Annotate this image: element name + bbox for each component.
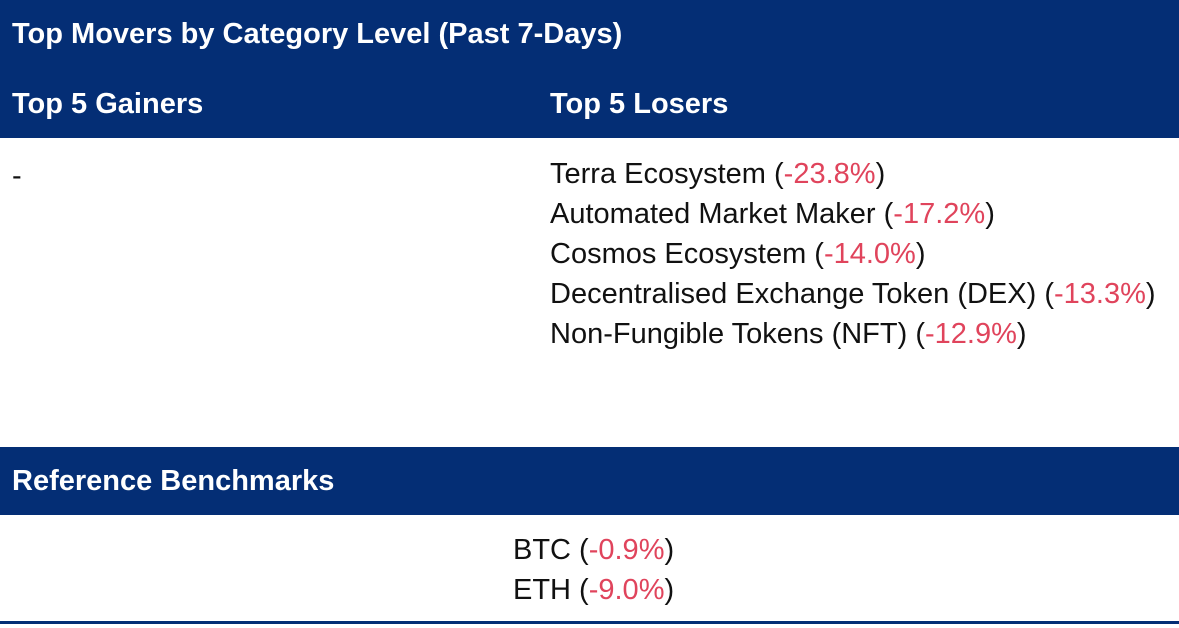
percent-change: -9.0% [588,574,665,606]
percent-change: -14.0% [823,238,916,270]
category-name: Terra Ecosystem [550,158,766,190]
list-item: Decentralised Exchange Token (DEX) (-13.… [550,278,1156,310]
list-item: Terra Ecosystem (-23.8%) [550,158,886,190]
percent-change: -12.9% [924,318,1017,350]
percent-change: -17.2% [893,198,986,230]
list-item: BTC (-0.9%) [513,534,675,566]
percent-change: -13.3% [1054,278,1146,310]
losers-column-header: Top 5 Losers [550,88,729,120]
list-item: Cosmos Ecosystem (-14.0%) [550,238,926,270]
percent-change: -23.8% [783,158,876,190]
benchmarks-title: Reference Benchmarks [12,465,335,497]
gainers-empty-placeholder: - [12,160,22,192]
percent-change: -0.9% [588,534,665,566]
category-name: Non-Fungible Tokens (NFT) [550,318,908,350]
gainers-column-header: Top 5 Gainers [12,88,204,120]
bottom-divider [0,621,1179,624]
category-name: Automated Market Maker [550,198,876,230]
page-title: Top Movers by Category Level (Past 7-Day… [12,18,623,50]
list-item: Automated Market Maker (-17.2%) [550,198,995,230]
benchmark-name: ETH [513,574,571,606]
category-name: Decentralised Exchange Token (DEX) [550,278,1037,310]
benchmarks-list: BTC (-0.9%) ETH (-9.0%) [513,530,674,610]
benchmark-name: BTC [513,534,571,566]
list-item: ETH (-9.0%) [513,574,675,606]
benchmarks-header [0,447,1179,515]
list-item: Non-Fungible Tokens (NFT) (-12.9%) [550,318,1027,350]
losers-list: Terra Ecosystem (-23.8%) Automated Marke… [550,154,1156,354]
category-name: Cosmos Ecosystem [550,238,807,270]
top-movers-header [0,0,1179,138]
